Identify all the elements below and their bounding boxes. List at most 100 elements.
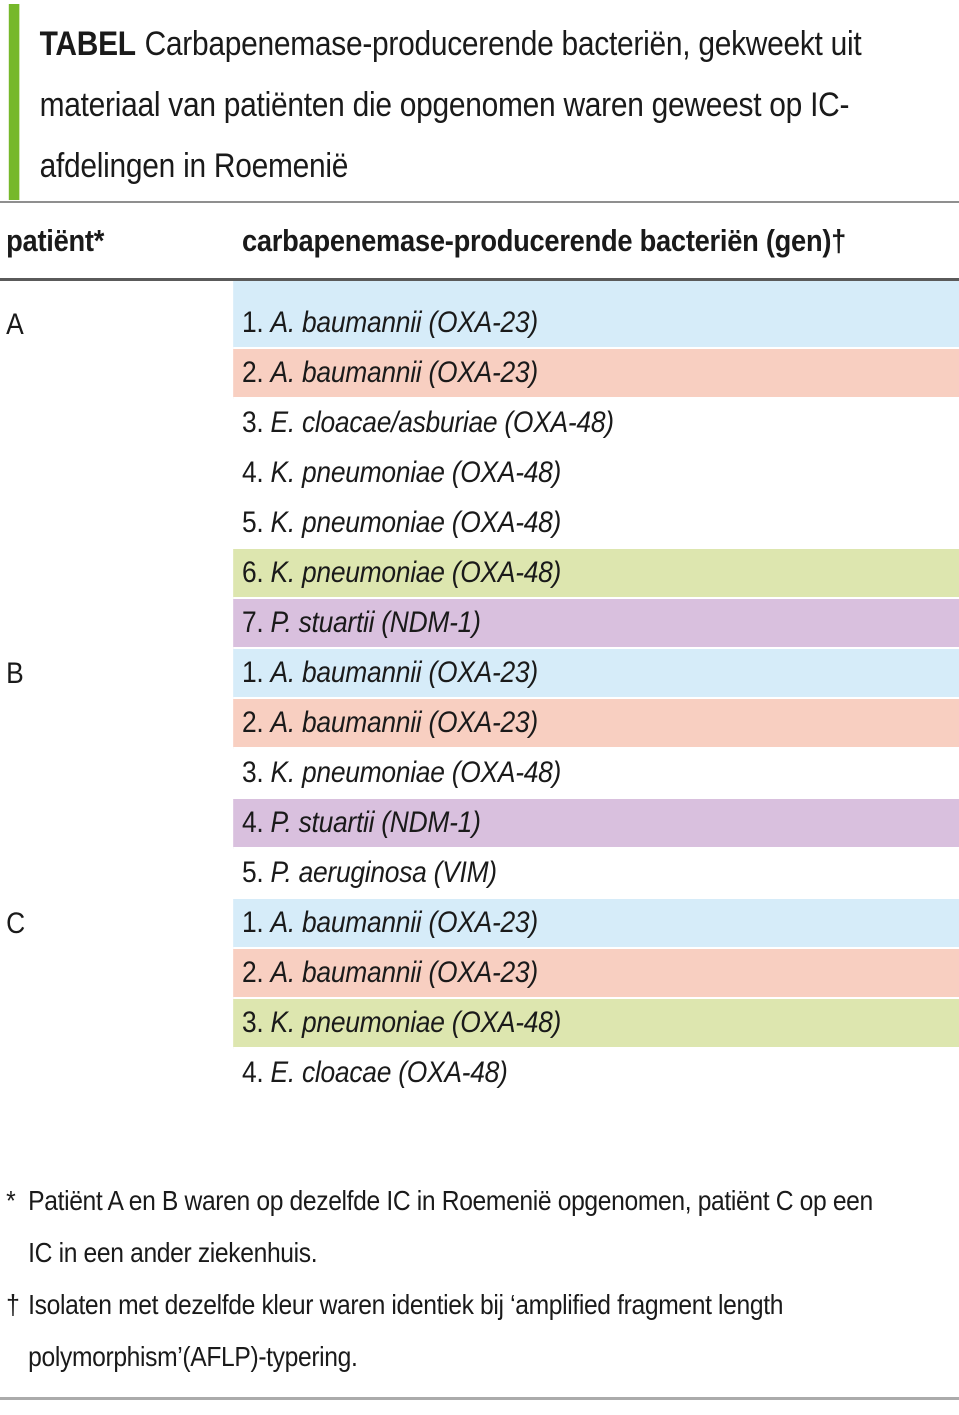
bacteria-name: K. pneumoniae (OXA-48) [270,756,562,789]
header-rule [0,278,959,281]
bacteria-cell: 1. A. baumannii (OXA-23) [233,649,959,699]
patient-cell [0,699,233,749]
table-row: 3. E. cloacae/asburiae (OXA-48) [0,399,959,449]
patient-cell: C [0,899,233,949]
column-header-patient: patiënt* [6,222,105,258]
bacteria-name: E. cloacae (OXA-48) [270,1056,508,1089]
bacteria-name: A. baumannii (OXA-23) [270,706,539,739]
patient-cell [0,749,233,799]
bacteria-cell: 1. A. baumannii (OXA-23) [233,899,959,949]
bacteria-name: A. baumannii (OXA-23) [270,656,539,689]
bacteria-cell: 7. P. stuartii (NDM-1) [233,599,959,649]
bacteria-cell: 4. P. stuartii (NDM-1) [233,799,959,849]
table-row: 6. K. pneumoniae (OXA-48) [0,549,959,599]
footnote-text: Isolaten met dezelfde kleur waren identi… [28,1289,784,1320]
bacteria-name: A. baumannii (OXA-23) [270,956,539,989]
patient-cell [0,799,233,849]
table-row: 4. K. pneumoniae (OXA-48) [0,449,959,499]
bacteria-name: A. baumannii (OXA-23) [270,356,539,389]
table-label: TABEL [39,25,136,63]
patient-letter: C [6,907,25,940]
bacteria-cell: 6. K. pneumoniae (OXA-48) [233,549,959,599]
patient-cell [0,599,233,649]
bacteria-cell: 3. K. pneumoniae (OXA-48) [233,749,959,799]
isolate-number: 3. [241,406,264,439]
isolate-number: 1. [241,656,264,689]
table-row: 3. K. pneumoniae (OXA-48) [0,999,959,1049]
bacteria-name: K. pneumoniae (OXA-48) [270,456,562,489]
table-caption: TABEL Carbapenemase-producerende bacterië… [0,0,959,197]
patient-cell: B [0,649,233,699]
bacteria-name: P. stuartii (NDM-1) [270,806,481,839]
isolate-number: 2. [241,956,264,989]
footnotes: * Patiënt A en B waren op dezelfde IC in … [0,1175,959,1383]
top-rule [0,201,959,203]
patient-cell [0,999,233,1049]
patient-cell [0,849,233,899]
caption-line-1-text: Carbapenemase-producerende bacteriën, ge… [144,25,862,63]
patient-cell [0,499,233,549]
isolate-number: 1. [241,306,264,339]
table-row: 2. A. baumannii (OXA-23) [0,699,959,749]
isolate-number: 4. [241,1056,264,1089]
isolate-number: 3. [241,1006,264,1039]
footnote-line: polymorphism’(AFLP)-typering. [28,1341,358,1372]
column-header-bacteria: carbapenemase-producerende bacteriën (ge… [241,222,847,258]
caption-line-1: TABEL Carbapenemase-producerende bacterië… [40,14,959,75]
bacteria-cell: 2. A. baumannii (OXA-23) [233,949,959,999]
bacteria-name: K. pneumoniae (OXA-48) [270,1006,562,1039]
bacteria-cell: 2. A. baumannii (OXA-23) [233,699,959,749]
table-row: B 1. A. baumannii (OXA-23) [0,649,959,699]
isolate-number: 6. [241,556,264,589]
isolate-number: 4. [241,456,264,489]
footnote-marker: * [6,1185,16,1216]
table-row: 2. A. baumannii (OXA-23) [0,949,959,999]
bacteria-name: P. aeruginosa (VIM) [270,856,498,889]
patient-letter: A [6,308,24,341]
patient-cell [0,549,233,599]
table-row: 7. P. stuartii (NDM-1) [0,599,959,649]
patient-cell [0,949,233,999]
footnote-line: IC in een ander ziekenhuis. [28,1237,318,1268]
bottom-rule [0,1397,959,1400]
table-row: 5. K. pneumoniae (OXA-48) [0,499,959,549]
bacteria-name: A. baumannii (OXA-23) [270,306,539,339]
isolate-number: 2. [241,706,264,739]
bacteria-cell: 3. K. pneumoniae (OXA-48) [233,999,959,1049]
caption-line-2: materiaal van patiënten die opgenomen wa… [39,86,850,124]
isolate-number: 1. [241,906,264,939]
patient-cell [0,449,233,499]
isolate-number: 4. [241,806,264,839]
table-row: 4. E. cloacae (OXA-48) [0,1049,959,1099]
footnote-line: † Isolaten met dezelfde kleur waren ident… [6,1279,959,1331]
footnote-line: * Patiënt A en B waren op dezelfde IC in … [6,1175,959,1227]
table-row: 5. P. aeruginosa (VIM) [0,849,959,899]
bacteria-name: K. pneumoniae (OXA-48) [270,556,562,589]
footnote-text: Patiënt A en B waren op dezelfde IC in R… [28,1185,873,1216]
footnote-dagger: † Isolaten met dezelfde kleur waren ident… [6,1279,959,1383]
patient-cell: A [0,281,233,349]
isolate-number: 5. [241,856,264,889]
table-row: 4. P. stuartii (NDM-1) [0,799,959,849]
accent-bar [8,4,20,200]
bacteria-cell: 5. P. aeruginosa (VIM) [233,849,959,899]
bacteria-name: K. pneumoniae (OXA-48) [270,506,562,539]
bacteria-name: A. baumannii (OXA-23) [270,906,539,939]
footnote-asterisk: * Patiënt A en B waren op dezelfde IC in … [6,1175,959,1279]
table-header-row: patiënt* carbapenemase-producerende bact… [0,203,959,278]
table-body: A 1. A. baumannii (OXA-23) 2. A. baumann… [0,281,959,1099]
bacteria-cell: 3. E. cloacae/asburiae (OXA-48) [233,399,959,449]
patient-letter: B [6,657,24,690]
isolate-number: 7. [241,606,264,639]
patient-cell [0,399,233,449]
bacteria-name: P. stuartii (NDM-1) [270,606,481,639]
bacteria-cell: 1. A. baumannii (OXA-23) [233,281,959,349]
table-row: 2. A. baumannii (OXA-23) [0,349,959,399]
footnote-marker: † [6,1289,20,1320]
bacteria-cell: 5. K. pneumoniae (OXA-48) [233,499,959,549]
table-row: C 1. A. baumannii (OXA-23) [0,899,959,949]
isolate-number: 2. [241,356,264,389]
patient-cell [0,349,233,399]
patient-cell [0,1049,233,1099]
